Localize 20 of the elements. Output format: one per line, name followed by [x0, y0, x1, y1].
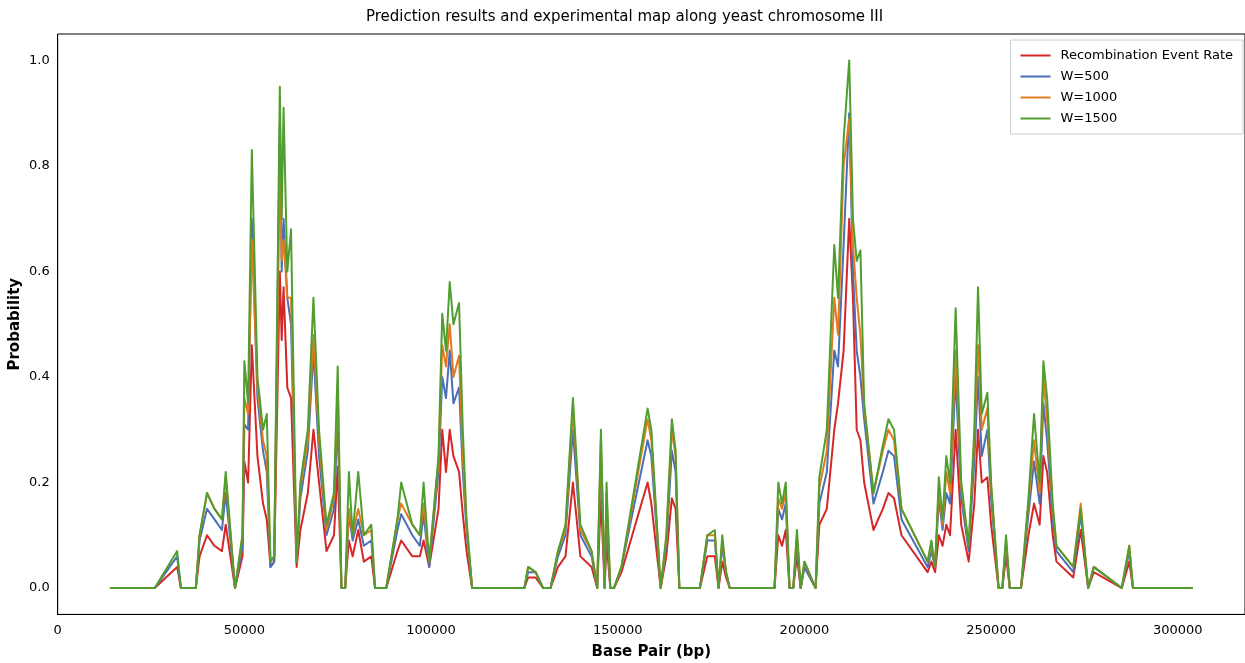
y-tick-label: 0.2 — [28, 473, 50, 489]
x-axis-title: Base Pair (bp) — [591, 641, 712, 660]
y-tick-label: 0.4 — [28, 368, 50, 384]
x-tick-label: 300000 — [1152, 621, 1203, 637]
y-axis-title: Probability — [4, 277, 23, 371]
legend-label: W=1500 — [1060, 109, 1118, 125]
x-tick-label: 200000 — [779, 621, 830, 637]
y-tick-label: 1.0 — [28, 51, 50, 67]
x-tick-label: 100000 — [406, 621, 456, 637]
y-tick-label: 0.8 — [28, 157, 50, 173]
chart-title: Prediction results and experimental map along yeast chromosome III — [365, 6, 884, 25]
legend-label: Recombination Event Rate — [1060, 46, 1233, 62]
x-tick-label: 0 — [53, 621, 62, 637]
x-tick-label: 50000 — [223, 621, 266, 637]
legend-label: W=1000 — [1060, 88, 1118, 104]
x-tick-label: 150000 — [592, 621, 643, 637]
y-tick-label: 0.0 — [28, 579, 50, 595]
x-tick-label: 250000 — [966, 621, 1016, 637]
legend-label: W=500 — [1060, 67, 1110, 83]
y-tick-label: 0.6 — [28, 262, 50, 278]
